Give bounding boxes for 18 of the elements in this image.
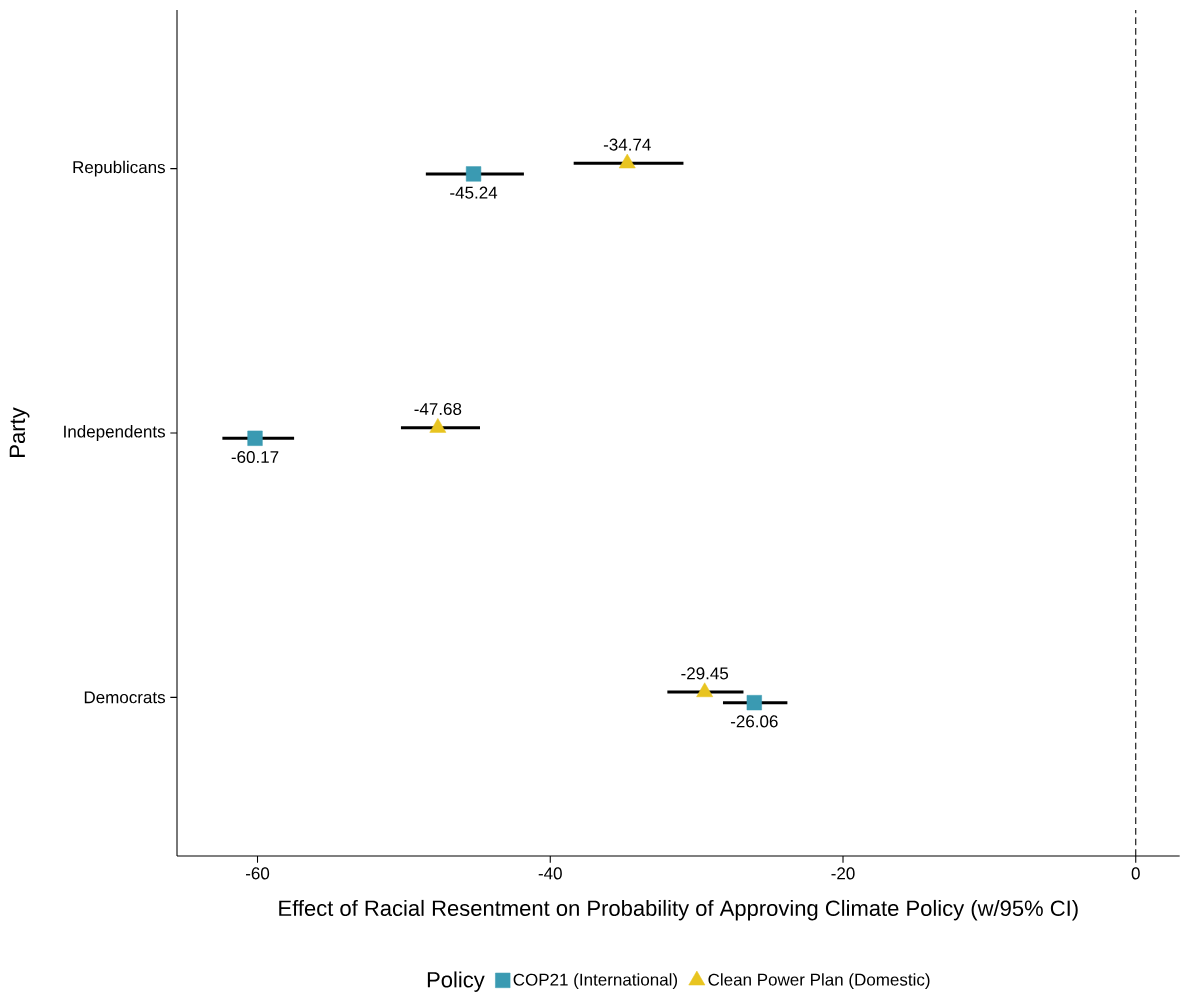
- y-tick-label: Republicans: [73, 160, 165, 177]
- data-label: -34.74: [603, 138, 651, 151]
- data-label: -47.68: [414, 402, 462, 415]
- legend-label: Clean Power Plan (Domestic): [708, 973, 930, 990]
- x-axis-title: Effect of Racial Resentment on Probability of Approving Climate Policy (w/95% CI): [279, 899, 1078, 921]
- y-tick-label: Democrats: [84, 691, 165, 704]
- x-tick-label: -20: [831, 867, 855, 880]
- data-label: -26.06: [730, 715, 778, 728]
- x-tick-label: -40: [538, 867, 562, 880]
- data-label: -29.45: [681, 667, 729, 680]
- legend-label: COP21 (International): [513, 973, 678, 990]
- y-tick-label: Independents: [64, 425, 165, 441]
- x-tick-label: -60: [245, 867, 270, 880]
- legend-title: Policy: [427, 971, 485, 992]
- data-label: -45.24: [450, 186, 498, 199]
- data-label: -60.17: [231, 450, 279, 464]
- y-axis-title: Party: [9, 407, 30, 457]
- x-tick-label: 0: [1131, 867, 1140, 880]
